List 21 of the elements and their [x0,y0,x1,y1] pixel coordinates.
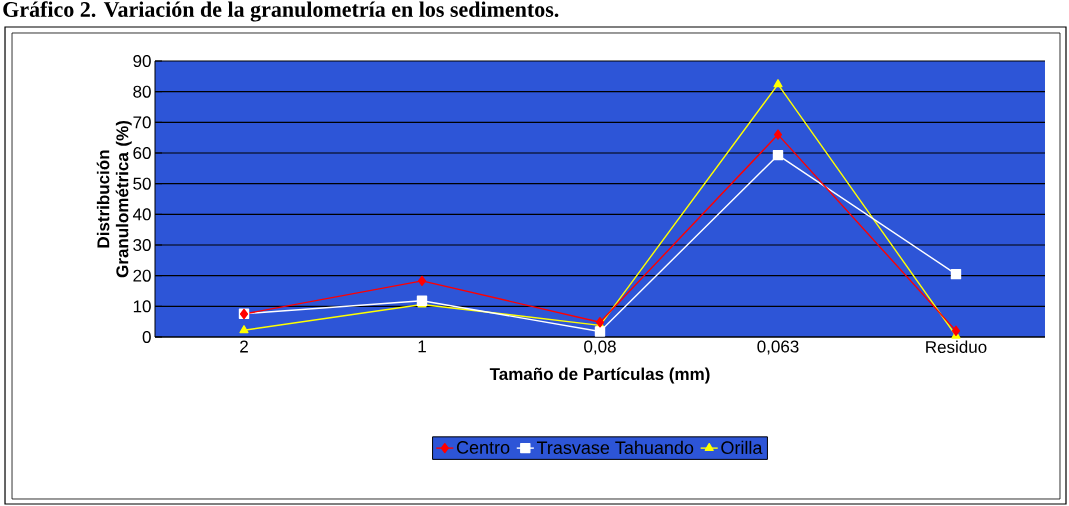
x-tick-label: Residuo [926,340,987,354]
x-tick-label: 1 [418,340,426,353]
legend-label: Trasvase Tahuando [536,440,694,455]
y-tick-label: 60 [133,146,151,160]
y-tick-label: 80 [133,85,151,98]
y-tick-label: 50 [133,177,151,190]
y-tick-label: 90 [133,54,151,68]
y-tick-label: 30 [133,238,151,252]
chart-title: Gráfico 2. Variación de la granulometría en los sedimentos. [3,1,559,22]
legend-label: Centro [456,441,510,454]
x-tick-label: 2 [240,340,248,353]
x-tick-label: 0,063 [757,340,799,355]
legend-label: Orilla [721,440,763,455]
y-tick-label: 40 [132,208,151,221]
y-tick-label: 0 [142,330,151,344]
y-tick-label: 70 [133,116,151,129]
y-tick-label: 20 [133,269,151,282]
x-tick-label: 0,08 [584,340,616,355]
y-tick-label: 10 [133,300,151,313]
y-axis-title: Distribución Granulométrica (%) [96,120,132,278]
x-axis-title: Tamaño de Partículas (mm) [489,367,710,384]
